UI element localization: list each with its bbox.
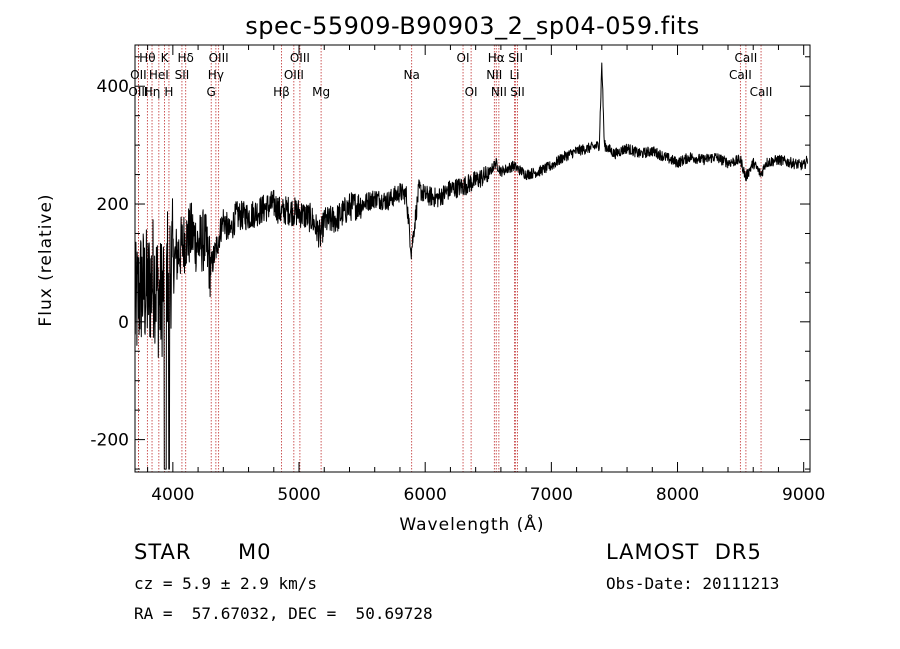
x-tick-label: 8000 (656, 485, 699, 505)
line-marker-label: OII (130, 68, 147, 82)
line-marker-label: Hα (488, 51, 505, 65)
y-tick-label: -200 (90, 431, 129, 451)
spectrum-line (134, 62, 808, 470)
line-marker-label: Mg (312, 85, 330, 99)
x-axis-label: Wavelength (Å) (399, 513, 544, 535)
obs-date: Obs-Date: 20111213 (606, 574, 780, 593)
emission-line-markers (138, 45, 762, 472)
line-marker-label: Hδ (178, 51, 194, 65)
object-class: STAR (134, 540, 192, 564)
line-marker-label: OIII (290, 51, 310, 65)
emission-line-labels: Hθ OII OIII K HeI Hη H Hδ SII OIII Hγ G Hβ OIII OIII Mg… (128, 51, 772, 99)
data-release: LAMOST DR5 (606, 540, 762, 564)
coordinates: RA = 57.67032, DEC = 50.69728 (134, 604, 433, 623)
y-tick-label: 200 (97, 195, 129, 215)
line-marker-label: SII (175, 68, 190, 82)
line-marker-label: OI (457, 51, 470, 65)
line-marker-label: K (161, 51, 170, 65)
line-marker-label: SII (510, 85, 525, 99)
plot-frame (134, 44, 811, 473)
x-tick-label: 5000 (277, 485, 320, 505)
line-marker-label: Hβ (273, 85, 290, 99)
x-tick-label: 4000 (151, 485, 194, 505)
line-marker-label: SII (508, 51, 523, 65)
line-marker-label: Li (509, 68, 519, 82)
chart-title: spec-55909-B90903_2_sp04-059.fits (245, 12, 700, 40)
x-tick-label: 6000 (404, 485, 447, 505)
line-marker-label: NII (491, 85, 507, 99)
line-marker-label: G (207, 85, 216, 99)
line-marker-label: H (164, 85, 173, 99)
line-marker-label: Na (404, 68, 420, 82)
line-marker-label: CaII (729, 68, 752, 82)
y-tick-label: 0 (118, 313, 129, 333)
y-tick-label: 400 (97, 77, 129, 97)
line-marker-label: CaII (735, 51, 758, 65)
line-marker-label: HeI (149, 68, 169, 82)
object-subclass: M0 (238, 540, 272, 564)
line-marker-label: CaII (750, 85, 773, 99)
line-marker-label: OIII (284, 68, 304, 82)
x-tick-label: 7000 (530, 485, 573, 505)
line-marker-label: Hη (144, 85, 161, 99)
x-tick-label: 9000 (782, 485, 825, 505)
x-axis-ticks: 4000 5000 6000 7000 8000 9000 (147, 45, 825, 505)
y-axis-label: Flux (relative) (36, 193, 56, 326)
line-marker-label: Hθ (139, 51, 155, 65)
redshift-readout: cz = 5.9 ± 2.9 km/s (134, 574, 318, 593)
line-marker-label: NII (486, 68, 502, 82)
y-axis-ticks: -200 0 200 400 (90, 56, 810, 470)
line-marker-label: OIII (128, 85, 148, 99)
line-marker-label: OI (465, 85, 478, 99)
line-marker-label: OIII (209, 51, 229, 65)
line-marker-label: Hγ (208, 68, 224, 82)
